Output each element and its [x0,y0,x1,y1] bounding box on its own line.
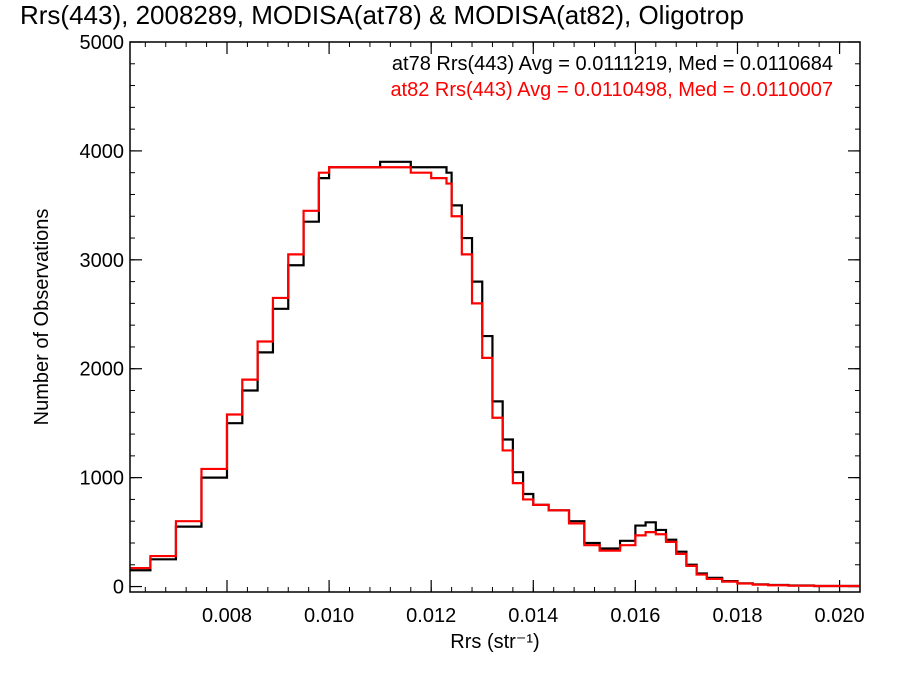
y-tick-label: 0 [113,577,124,599]
x-axis-label: Rrs (str⁻¹) [450,631,539,653]
y-tick-label: 3000 [80,250,125,272]
y-tick-label: 4000 [80,141,125,163]
x-axis-ticks: 0.008 0.010 0.012 0.014 0.016 0.018 0.020 [144,42,865,627]
x-tick-label: 0.008 [202,605,252,627]
y-axis-ticks: 0 1000 2000 3000 4000 5000 [80,32,860,599]
y-tick-label: 2000 [80,359,125,381]
series-at78-line [130,160,860,588]
x-tick-label: 0.020 [815,605,865,627]
x-tick-label: 0.018 [712,605,762,627]
y-axis-label: Number of Observations [31,209,53,426]
plot-frame [129,41,861,593]
chart-title: Rrs(443), 2008289, MODISA(at78) & MODISA… [20,0,744,30]
series-at82-line [130,166,860,588]
x-tick-label: 0.016 [610,605,660,627]
series-layer [130,160,860,588]
x-tick-label: 0.010 [304,605,354,627]
x-tick-label: 0.012 [406,605,456,627]
y-tick-label: 1000 [80,468,125,490]
y-tick-label: 5000 [80,32,125,54]
at78-stats-annotation: at78 Rrs(443) Avg = 0.0111219, Med = 0.0… [392,53,833,75]
at82-stats-annotation: at82 Rrs(443) Avg = 0.0110498, Med = 0.0… [390,79,833,101]
x-tick-label: 0.014 [508,605,558,627]
